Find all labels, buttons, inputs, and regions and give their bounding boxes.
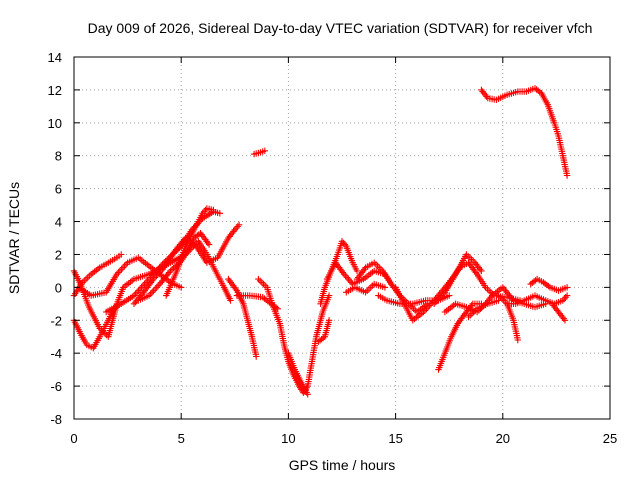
- y-tick-label: -8: [50, 412, 62, 427]
- data-point: [561, 317, 569, 324]
- data-point: [235, 221, 243, 228]
- y-tick-label: 4: [55, 215, 62, 230]
- data-point: [563, 284, 571, 291]
- data-point: [176, 259, 183, 266]
- data-point: [388, 280, 395, 288]
- data-point: [168, 266, 176, 273]
- data-point: [563, 292, 571, 299]
- sdtvar-series: [70, 85, 571, 398]
- x-tick-label: 10: [281, 431, 295, 446]
- x-axis-label: GPS time / hours: [289, 457, 396, 473]
- data-point: [514, 336, 521, 344]
- data-point: [205, 241, 213, 248]
- data-point: [167, 267, 174, 275]
- y-tick-label: 2: [55, 247, 62, 262]
- x-tick-label: 25: [603, 431, 617, 446]
- y-tick-label: 10: [48, 116, 62, 131]
- y-tick-label: 6: [55, 182, 62, 197]
- data-point: [227, 297, 234, 304]
- data-point: [353, 267, 361, 275]
- data-point: [171, 263, 179, 270]
- data-point: [381, 284, 389, 291]
- data-point: [148, 289, 156, 296]
- x-tick-label: 5: [178, 431, 185, 446]
- data-point: [118, 251, 125, 258]
- y-tick-label: -6: [50, 379, 62, 394]
- y-tick-label: 8: [55, 149, 62, 164]
- x-tick-label: 15: [388, 431, 402, 446]
- data-point: [253, 353, 260, 360]
- y-tick-label: -4: [50, 346, 62, 361]
- data-point: [446, 292, 453, 299]
- y-axis-label: SDTVAR / TECUs: [6, 182, 22, 294]
- data-point: [304, 391, 311, 398]
- x-tick-label: 20: [496, 431, 510, 446]
- chart-title: Day 009 of 2026, Sidereal Day-to-day VTE…: [88, 20, 593, 36]
- data-point: [216, 210, 223, 217]
- data-point: [173, 262, 180, 269]
- data-point: [261, 147, 268, 154]
- data-point: [178, 284, 185, 291]
- plot-frame: [73, 56, 611, 420]
- data-point: [325, 292, 333, 299]
- y-tick-label: -2: [50, 313, 62, 328]
- y-tick-label: 14: [48, 50, 62, 65]
- y-tick-label: 12: [48, 83, 62, 98]
- y-tick-label: 0: [55, 280, 62, 295]
- x-tick-label: 0: [70, 431, 77, 446]
- data-point: [478, 267, 485, 275]
- data-point: [563, 172, 571, 179]
- data-point: [325, 317, 333, 324]
- data-point: [210, 206, 217, 214]
